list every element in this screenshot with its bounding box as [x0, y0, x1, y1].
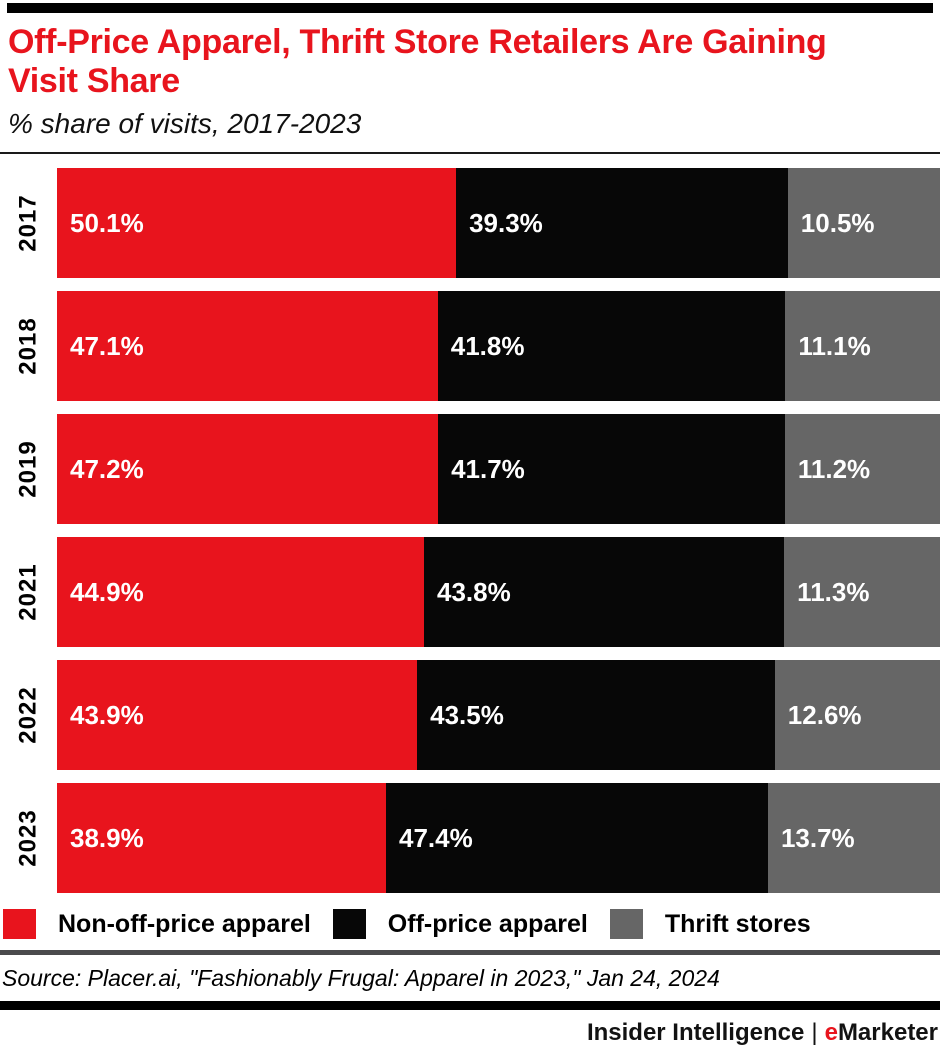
chart: 2017 50.1% 39.3% 10.5% 2018 47.1% 41.8% 11.1% 20… — [0, 168, 940, 893]
chart-subtitle: % share of visits, 2017-2023 — [8, 108, 362, 139]
segment-value-label: 10.5% — [800, 207, 875, 238]
bar-segment: 50.1% — [57, 168, 457, 278]
segment-value-label: 50.1% — [70, 207, 144, 238]
bar-segment: 39.3% — [456, 168, 788, 278]
stacked-bar: 47.2% 41.7% 11.2% — [57, 414, 940, 524]
legend-label: Off-price apparel — [387, 909, 588, 938]
year-label: 2017 — [0, 168, 57, 278]
bar-segment: 47.4% — [386, 783, 768, 893]
brand-emarketer-rest: Marketer — [837, 1019, 938, 1046]
chart-legend: Non-off-price apparel Off-price apparel Th… — [0, 909, 940, 939]
page-title-line-1: Off-Price Apparel, Thrift Store Retailer… — [8, 23, 827, 61]
year-label-text: 2018 — [14, 317, 42, 375]
brand-separator: | — [811, 1019, 818, 1046]
legend-item: Thrift stores — [609, 909, 811, 939]
bar-segment: 10.5% — [787, 168, 940, 278]
bar-segment: 47.1% — [57, 291, 438, 401]
segment-value-label: 44.9% — [70, 576, 144, 607]
legend-divider — [0, 950, 940, 955]
segment-value-label: 11.3% — [797, 576, 870, 607]
segment-value-label: 47.4% — [399, 822, 473, 853]
year-label-text: 2022 — [14, 686, 42, 744]
stacked-bar: 44.9% 43.8% 11.3% — [57, 537, 940, 647]
stacked-bar: 50.1% 39.3% 10.5% — [57, 168, 940, 278]
segment-value-label: 38.9% — [70, 822, 144, 853]
bar-segment: 11.1% — [785, 291, 940, 401]
legend-item: Non-off-price apparel — [3, 909, 311, 939]
header-divider — [0, 152, 940, 154]
bar-segment: 43.8% — [424, 537, 785, 647]
year-label-text: 2023 — [14, 809, 42, 867]
year-label-text: 2021 — [14, 563, 42, 621]
stacked-bar: 47.1% 41.8% 11.1% — [57, 291, 940, 401]
year-label: 2021 — [0, 537, 57, 647]
page-title-line-2: Visit Share — [8, 62, 180, 100]
bar-segment: 13.7% — [767, 783, 940, 893]
year-label: 2023 — [0, 783, 57, 893]
stacked-bar: 43.9% 43.5% 12.6% — [57, 660, 940, 770]
segment-value-label: 43.5% — [430, 699, 504, 730]
bar-segment: 43.9% — [57, 660, 418, 770]
year-label-text: 2017 — [14, 194, 42, 252]
bar-row: 2018 47.1% 41.8% 11.1% — [0, 291, 940, 401]
legend-label: Non-off-price apparel — [58, 909, 311, 938]
bar-segment: 11.3% — [784, 537, 940, 647]
segment-value-label: 13.7% — [780, 822, 855, 853]
segment-value-label: 12.6% — [787, 699, 862, 730]
chart-header: Off-Price Apparel, Thrift Store Retailer… — [0, 13, 940, 140]
bar-segment: 47.2% — [57, 414, 439, 524]
segment-value-label: 11.2% — [797, 453, 871, 484]
bar-row: 2021 44.9% 43.8% 11.3% — [0, 537, 940, 647]
bar-segment: 44.9% — [57, 537, 425, 647]
footer-divider — [0, 1001, 940, 1010]
segment-value-label: 11.1% — [798, 330, 871, 361]
legend-swatch — [332, 909, 366, 939]
brand-emarketer: eMarketer — [825, 1019, 938, 1046]
bar-segment: 41.7% — [438, 414, 785, 524]
bar-segment: 38.9% — [57, 783, 386, 893]
bar-segment: 11.2% — [784, 414, 940, 524]
bar-segment: 12.6% — [774, 660, 940, 770]
top-rule — [7, 3, 933, 13]
brand-emarketer-accent: e — [824, 1019, 838, 1046]
source-note: Source: Placer.ai, "Fashionably Frugal: … — [2, 965, 720, 991]
legend-item: Off-price apparel — [332, 909, 588, 939]
bar-row: 2022 43.9% 43.5% 12.6% — [0, 660, 940, 770]
segment-value-label: 41.8% — [450, 330, 525, 361]
stacked-bar: 38.9% 47.4% 13.7% — [57, 783, 940, 893]
segment-value-label: 41.7% — [451, 453, 525, 484]
segment-value-label: 43.9% — [70, 699, 144, 730]
year-label-text: 2019 — [14, 440, 42, 498]
segment-value-label: 47.1% — [70, 330, 144, 361]
bar-row: 2017 50.1% 39.3% 10.5% — [0, 168, 940, 278]
bar-segment: 43.5% — [417, 660, 775, 770]
bar-row: 2023 38.9% 47.4% 13.7% — [0, 783, 940, 893]
legend-label: Thrift stores — [664, 909, 811, 938]
year-label: 2022 — [0, 660, 57, 770]
footer-branding: Insider Intelligence | eMarketer — [0, 1019, 940, 1047]
segment-value-label: 43.8% — [437, 576, 511, 607]
segment-value-label: 39.3% — [469, 207, 543, 238]
year-label: 2019 — [0, 414, 57, 524]
segment-value-label: 47.2% — [70, 453, 144, 484]
bar-segment: 41.8% — [437, 291, 786, 401]
bar-row: 2019 47.2% 41.7% 11.2% — [0, 414, 940, 524]
brand-insider-intelligence: Insider Intelligence — [586, 1019, 805, 1046]
legend-swatch — [3, 909, 36, 939]
year-label: 2018 — [0, 291, 57, 401]
legend-swatch — [609, 909, 643, 939]
